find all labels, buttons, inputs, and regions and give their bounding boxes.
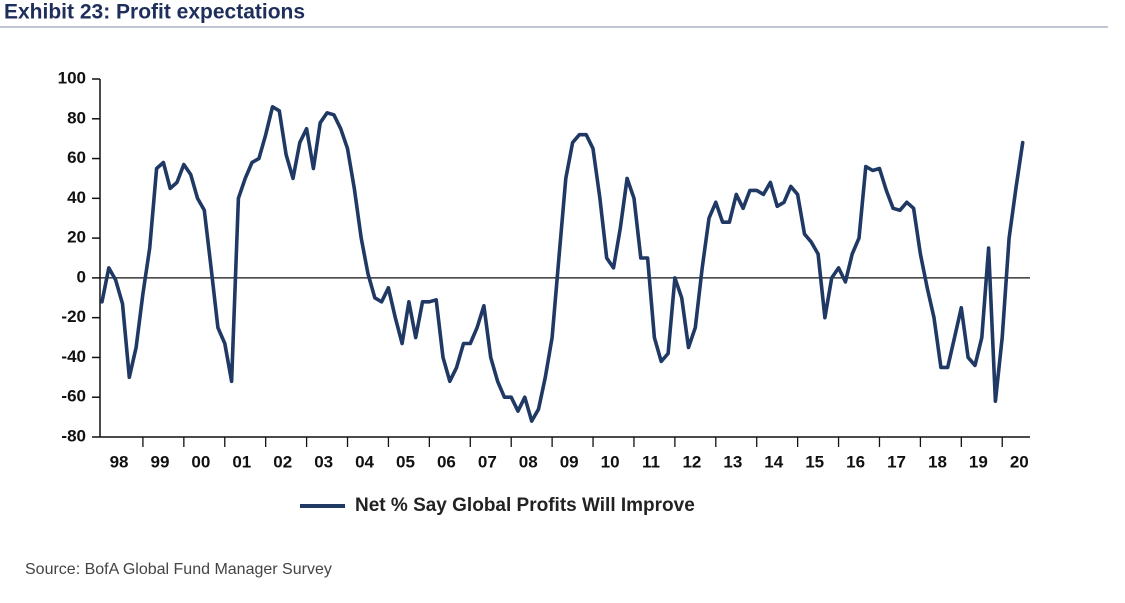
x-tick-label: 18 (928, 452, 947, 471)
x-tick-label: 00 (191, 452, 210, 471)
x-tick-label: 13 (723, 452, 742, 471)
chart-title: Exhibit 23: Profit expectations (4, 1, 305, 24)
x-tick-label: 98 (110, 452, 129, 471)
x-tick-label: 15 (805, 452, 824, 471)
x-tick-label: 17 (887, 452, 906, 471)
x-tick-label: 11 (642, 452, 660, 471)
source-note: Source: BofA Global Fund Manager Survey (25, 561, 332, 578)
y-tick-label: 40 (67, 188, 86, 207)
x-tick-label: 07 (478, 452, 497, 471)
x-tick-label: 19 (969, 452, 988, 471)
x-tick-label: 01 (232, 452, 251, 471)
y-tick-label: 0 (77, 267, 86, 286)
x-tick-label: 06 (437, 452, 456, 471)
x-tick-label: 09 (560, 452, 579, 471)
legend-label: Net % Say Global Profits Will Improve (355, 495, 695, 516)
x-tick-label: 02 (273, 452, 292, 471)
x-tick-label: 14 (764, 452, 783, 471)
y-tick-label: 80 (67, 108, 86, 127)
x-tick-label: 05 (396, 452, 415, 471)
x-tick-label: 20 (1010, 452, 1029, 471)
data-line (100, 105, 1025, 423)
x-tick-label: 08 (519, 452, 538, 471)
y-tick-label: 100 (58, 68, 86, 87)
x-tick-label: 03 (314, 452, 333, 471)
y-tick-label: 20 (67, 228, 86, 247)
y-tick-label: -40 (61, 347, 86, 366)
x-tick-label: 10 (601, 452, 620, 471)
x-tick-label: 12 (682, 452, 701, 471)
x-tick-label: 16 (846, 452, 865, 471)
x-tick-label: 99 (151, 452, 170, 471)
y-tick-label: 60 (67, 148, 86, 167)
y-tick-label: -80 (61, 426, 86, 445)
y-tick-label: -60 (61, 387, 86, 406)
y-tick-label: -20 (61, 307, 86, 326)
x-tick-label: 04 (355, 452, 374, 471)
